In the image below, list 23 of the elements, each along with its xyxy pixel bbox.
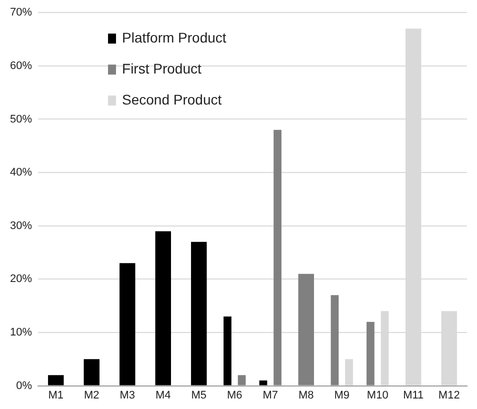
x-tick-label: M3 — [120, 389, 136, 402]
y-tick-label: 50% — [10, 113, 32, 126]
y-tick-label: 70% — [10, 6, 32, 19]
x-tick-label: M4 — [155, 389, 171, 402]
x-tick-label: M12 — [438, 389, 460, 402]
x-tick-label: M11 — [403, 389, 424, 402]
y-tick-label: 10% — [10, 326, 32, 339]
x-tick-label: M8 — [298, 389, 314, 402]
x-tick-label: M10 — [366, 389, 388, 402]
y-tick-label: 20% — [10, 273, 32, 286]
x-tick-label: M6 — [226, 389, 242, 402]
legend-label: Platform Product — [122, 29, 226, 46]
y-tick-label: 0% — [16, 380, 32, 392]
x-tick-label: M2 — [84, 389, 100, 402]
x-tick-label: M1 — [48, 389, 64, 402]
legend-label: Second Product — [122, 91, 222, 108]
y-tick-label: 40% — [10, 166, 32, 179]
x-tick-label: M7 — [262, 389, 278, 402]
x-tick-label: M9 — [334, 389, 350, 402]
y-tick-label: 60% — [10, 60, 32, 72]
y-tick-label: 30% — [10, 220, 32, 232]
x-tick-label: M5 — [191, 389, 207, 402]
legend-label: First Product — [122, 60, 202, 76]
